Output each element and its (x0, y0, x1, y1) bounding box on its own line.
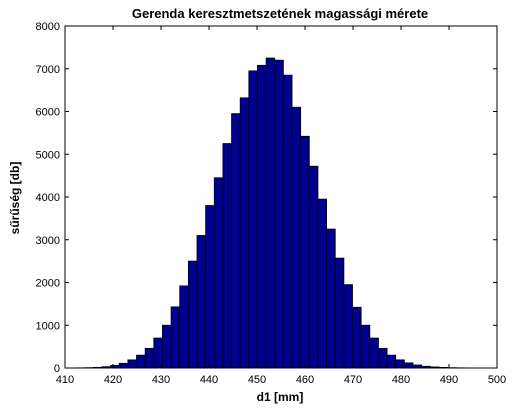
x-tick-label: 500 (488, 374, 506, 386)
histogram-bar (231, 113, 241, 369)
y-tick-label: 5000 (36, 149, 60, 161)
histogram-bar (378, 347, 388, 369)
x-tick-label: 430 (152, 374, 170, 386)
x-tick-label: 450 (248, 374, 266, 386)
y-axis-ticks: 0 1000 2000 3000 4000 5000 6000 7000 8000 (36, 21, 497, 375)
histogram-bar (118, 362, 129, 369)
histogram-bar (248, 70, 258, 369)
x-tick-label: 480 (392, 374, 410, 386)
histogram-bar (127, 359, 137, 369)
histogram-bar (308, 165, 319, 369)
histogram-bar (360, 324, 371, 369)
x-tick-label: 470 (344, 374, 362, 386)
histogram-bar (222, 143, 232, 369)
y-tick-label: 3000 (36, 235, 60, 247)
y-tick-label: 0 (54, 363, 60, 375)
histogram-bar (187, 260, 198, 369)
histogram-bar (343, 284, 353, 369)
histogram-bar (257, 64, 267, 369)
histogram-bar (274, 59, 284, 369)
histogram-bar (205, 205, 215, 369)
histogram-bar (144, 347, 155, 369)
histogram-bar (213, 177, 224, 369)
histogram-bar (334, 257, 345, 369)
x-axis-ticks: 410 420 430 440 450 460 470 480 490 500 (56, 26, 506, 386)
x-tick-label: 420 (104, 374, 122, 386)
histogram-bar (162, 324, 172, 369)
histogram-bar (265, 57, 276, 369)
y-tick-label: 4000 (36, 192, 60, 204)
histogram-bar (291, 106, 302, 369)
y-tick-label: 6000 (36, 107, 60, 119)
histogram-bar (196, 235, 207, 369)
histogram-bar (170, 306, 181, 369)
chart-title: Gerenda keresztmetszetének magassági mér… (132, 6, 428, 21)
histogram-bar (300, 135, 310, 369)
histogram-bar (282, 74, 293, 369)
histogram-bar (386, 354, 397, 369)
bars-group (67, 57, 483, 369)
histogram-bar (136, 354, 146, 369)
x-tick-label: 460 (296, 374, 314, 386)
histogram-bar (369, 337, 379, 369)
histogram-bar (395, 359, 405, 369)
y-tick-label: 1000 (36, 320, 60, 332)
y-tick-label: 8000 (36, 21, 60, 33)
x-tick-label: 410 (56, 374, 74, 386)
histogram-bar (239, 97, 250, 369)
x-axis-label: d1 [mm] (257, 390, 304, 404)
y-axis-label: sűrűség [db] (8, 162, 22, 235)
y-tick-label: 7000 (36, 64, 60, 76)
histogram-bar (403, 362, 414, 369)
x-tick-label: 440 (200, 374, 218, 386)
histogram-bar (326, 228, 336, 369)
y-tick-label: 2000 (36, 278, 60, 290)
histogram-bar (179, 285, 189, 369)
histogram-bar (153, 337, 163, 369)
x-tick-label: 490 (440, 374, 458, 386)
histogram-bar (352, 306, 362, 369)
histogram-bar (317, 198, 327, 369)
